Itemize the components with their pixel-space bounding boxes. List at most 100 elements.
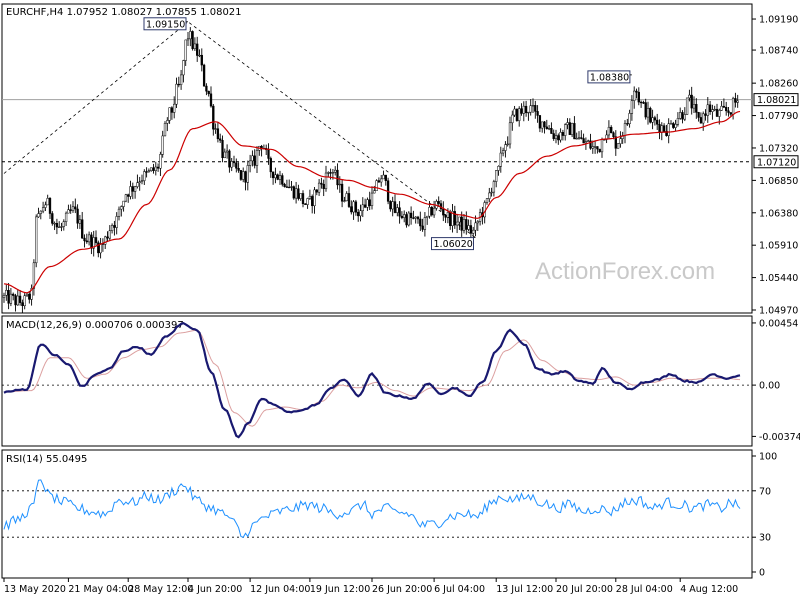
candle-body	[198, 54, 201, 57]
candle-body	[16, 295, 19, 306]
candle-body	[186, 38, 190, 41]
macd-title: MACD(12,26,9) 0.000706 0.000397	[6, 320, 184, 331]
candle-body	[720, 105, 723, 111]
candle-body	[573, 123, 576, 140]
candle-body	[163, 123, 167, 137]
candle-body	[630, 100, 634, 114]
candle-body	[336, 169, 339, 186]
x-tick-label: 21 May 04:00	[68, 584, 133, 595]
rsi-panel: RSI(14) 55.0495 100 70 30 0	[1, 449, 777, 579]
candle-body	[361, 204, 364, 211]
price-panel: ActionForex.com EURCHF,H4 1.07952 1.0802…	[1, 3, 799, 317]
candle-body	[209, 93, 213, 107]
candle-body	[81, 219, 84, 239]
candle-body	[552, 133, 555, 139]
candle-body	[727, 110, 730, 113]
candle-body	[607, 126, 611, 136]
candle-body	[460, 216, 463, 231]
candle-body	[649, 108, 652, 123]
candle-body	[568, 122, 571, 135]
price-tag-label: 1.08021	[757, 95, 796, 106]
candle-body	[409, 212, 413, 219]
price-y-tick-label: 1.06850	[759, 176, 798, 187]
candle-body	[405, 214, 408, 226]
candle-body	[251, 155, 254, 162]
price-y-tick-label: 1.07320	[759, 143, 798, 154]
candle-body	[610, 126, 613, 134]
candle-body	[288, 186, 291, 189]
candle-body	[681, 112, 684, 120]
macd-y-tick-label: -0.003745	[759, 432, 800, 443]
candle-body	[559, 132, 562, 141]
candle-body	[308, 196, 312, 199]
candle-body	[363, 204, 367, 208]
candle-body	[642, 102, 645, 104]
macd-signal-line	[3, 329, 741, 427]
candle-body	[67, 209, 70, 214]
candle-body	[200, 54, 203, 66]
candle-body	[255, 150, 259, 166]
candle-body	[373, 190, 376, 194]
candle-body	[94, 237, 98, 243]
candle-body	[76, 208, 79, 224]
candle-body	[644, 102, 647, 118]
candle-body	[21, 302, 24, 307]
candle-body	[329, 172, 332, 174]
candle-body	[541, 121, 544, 129]
x-tick-label: 28 May 12:00	[128, 584, 193, 595]
candle-body	[301, 193, 305, 205]
candle-body	[78, 219, 82, 224]
candle-body	[575, 138, 578, 140]
candle-body	[366, 199, 369, 208]
candle-body	[449, 212, 452, 226]
candle-body	[580, 137, 583, 139]
candle-body	[679, 112, 682, 119]
candle-body	[619, 138, 622, 145]
candle-body	[127, 194, 130, 197]
candle-body	[465, 219, 468, 230]
candle-body	[398, 207, 401, 217]
candle-body	[430, 207, 433, 216]
candle-body	[518, 108, 521, 121]
candle-body	[299, 193, 302, 199]
macd-y-tick-label: 0.00454	[759, 318, 798, 329]
x-tick-label: 6 Jul 04:00	[434, 584, 485, 595]
candle-body	[191, 31, 194, 49]
candle-body	[446, 212, 450, 218]
candle-body	[69, 209, 72, 211]
candle-body	[587, 140, 590, 142]
price-tag-box	[753, 93, 799, 107]
price-y-tick-label: 1.08260	[759, 79, 798, 90]
candle-body	[205, 85, 208, 92]
candle-body	[53, 223, 56, 225]
price-annotation-box	[431, 237, 474, 251]
candle-body	[442, 208, 445, 216]
candle-body	[350, 206, 353, 213]
price-y-tick-label: 1.06380	[759, 208, 798, 219]
candle-body	[508, 122, 512, 145]
candle-body	[223, 151, 226, 158]
candle-body	[612, 132, 615, 137]
x-tick-label: 13 May 2020	[4, 584, 66, 595]
candle-body	[108, 230, 111, 239]
candle-body	[304, 203, 307, 205]
candle-body	[384, 174, 387, 181]
candle-body	[232, 161, 236, 164]
candle-body	[396, 207, 399, 213]
candle-body	[64, 212, 68, 222]
candle-body	[407, 212, 410, 226]
candle-body	[317, 182, 321, 193]
candle-body	[639, 101, 643, 104]
candle-body	[136, 182, 139, 187]
watermark: ActionForex.com	[535, 258, 715, 285]
candle-body	[60, 226, 63, 228]
price-y-tick-label: 1.05440	[759, 273, 798, 284]
rsi-y-tick-label: 0	[759, 568, 765, 579]
candle-body	[324, 172, 328, 190]
candle-body	[143, 171, 146, 181]
candle-body	[357, 211, 360, 217]
candle-body	[216, 128, 220, 140]
candle-body	[660, 125, 663, 133]
candle-body	[467, 225, 470, 230]
candle-body	[152, 167, 155, 171]
